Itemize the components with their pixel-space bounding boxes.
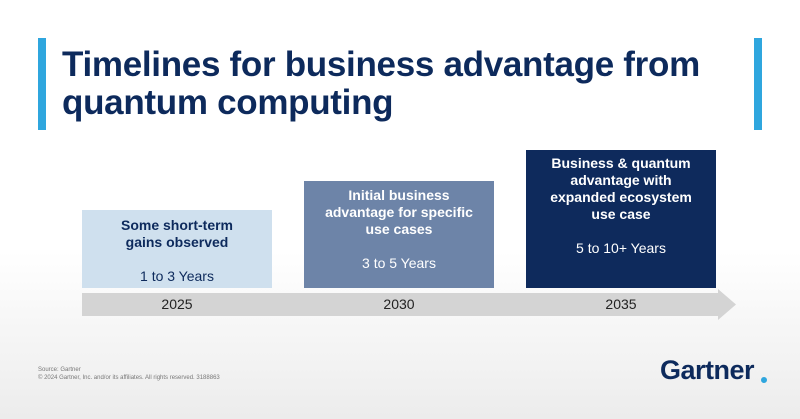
stage-duration: 3 to 5 Years xyxy=(362,255,436,271)
description-line: advantage for specific xyxy=(325,204,473,220)
logo-dot xyxy=(761,377,767,383)
stage-box: Some short-term gains observed 1 to 3 Ye… xyxy=(82,210,272,288)
title-line: quantum computing xyxy=(62,83,394,122)
year-label: 2030 xyxy=(383,296,415,312)
stage-box: Initial business advantage for specific … xyxy=(304,181,494,288)
description-line: expanded ecosystem xyxy=(550,189,692,205)
stage-description: Initial business advantage for specific … xyxy=(304,187,494,238)
title: Timelines for business advantage from qu… xyxy=(62,46,700,122)
year-label: 2035 xyxy=(605,296,637,312)
description-line: Some short-term xyxy=(120,217,234,233)
stage-duration: 5 to 10+ Years xyxy=(576,240,666,256)
description-line: gains observed xyxy=(125,234,229,250)
stage-description: Some short-term gains observed xyxy=(82,217,272,251)
description-line: Business & quantum xyxy=(551,155,691,171)
description-line: use case xyxy=(591,206,651,222)
stage-description: Business & quantum advantage with expand… xyxy=(526,155,716,223)
description-line: advantage with xyxy=(570,172,672,188)
description-line: use cases xyxy=(365,221,433,237)
stage-duration: 1 to 3 Years xyxy=(140,268,214,284)
logo: Gartner xyxy=(660,355,755,386)
stage-box: Business & quantum advantage with expand… xyxy=(526,150,716,288)
year-label: 2025 xyxy=(161,296,193,312)
title-line: Timelines for business advantage from xyxy=(62,45,700,84)
logo-text: Gartner xyxy=(660,355,755,385)
accent-bar xyxy=(754,38,762,130)
copyright: © 2024 Gartner, Inc. and/or its affiliat… xyxy=(38,375,220,381)
description-line: Initial business xyxy=(348,187,450,203)
arrow xyxy=(82,289,736,320)
accent-bar xyxy=(38,38,46,130)
source: Source: Gartner xyxy=(38,367,81,373)
